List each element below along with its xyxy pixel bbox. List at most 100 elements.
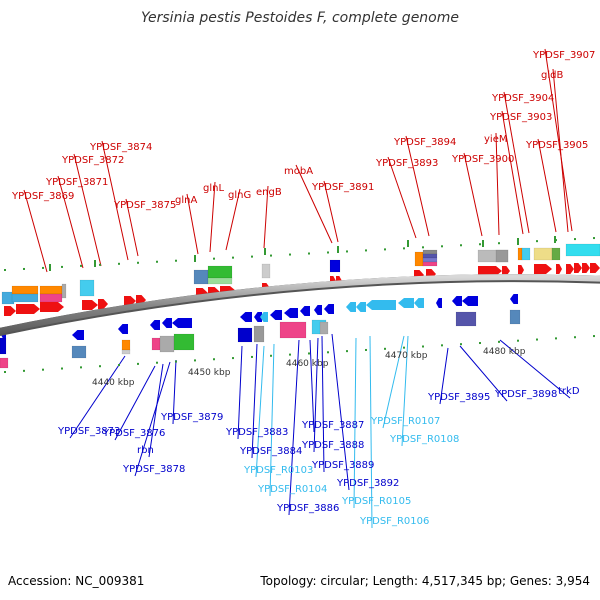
gene-box xyxy=(0,337,7,355)
reverse-gene-label[interactable]: YPDSF_3883 xyxy=(225,427,288,438)
reverse-gene-arrow xyxy=(462,296,478,306)
gene-box xyxy=(422,253,438,259)
reverse-gene-arrow xyxy=(270,310,282,320)
leader-line xyxy=(148,363,164,458)
rna-gene-label[interactable]: YPDSF_R0107 xyxy=(370,416,440,427)
rna-gene-label[interactable]: YPDSF_R0108 xyxy=(389,434,459,445)
reverse-gene-label[interactable]: YPDSF_3898 xyxy=(494,389,557,400)
reverse-gene-label[interactable]: YPDSF_3873 xyxy=(57,426,120,437)
leader-line xyxy=(172,359,177,425)
inner-tick-dot xyxy=(403,346,405,349)
leader-line xyxy=(57,175,84,269)
reverse-gene-arrow xyxy=(346,302,356,312)
forward-gene-label[interactable]: glnL xyxy=(203,183,224,194)
forward-gene-arrow xyxy=(82,300,98,310)
forward-gene-label[interactable]: YPDSF_3905 xyxy=(525,140,588,151)
major-tick xyxy=(94,260,96,267)
outer-tick-dot xyxy=(574,238,576,241)
outer-tick-dot xyxy=(42,266,44,269)
reverse-gene-arrow xyxy=(436,298,442,308)
reverse-gene-label[interactable]: YPDSF_3889 xyxy=(311,460,374,471)
forward-gene-label[interactable]: YPDSF_3869 xyxy=(11,191,74,202)
inner-tick-dot xyxy=(118,364,120,367)
forward-gene-label[interactable]: YPDSF_3871 xyxy=(45,177,108,188)
outer-tick-dot xyxy=(270,254,272,257)
inner-tick-dot xyxy=(137,362,139,365)
forward-gene-arrow xyxy=(16,304,40,314)
forward-gene-label[interactable]: YPDSF_3872 xyxy=(61,155,124,166)
gene-box xyxy=(565,243,600,257)
rna-gene-label[interactable]: YPDSF_R0104 xyxy=(257,484,327,495)
forward-gene-label[interactable]: YPDSF_3875 xyxy=(113,200,176,211)
outer-tick-dot xyxy=(460,244,462,247)
forward-gene-label[interactable]: mobA xyxy=(284,166,313,177)
forward-gene-label[interactable]: glnA xyxy=(175,195,197,206)
gene-box xyxy=(0,357,9,369)
forward-gene-arrow xyxy=(502,266,510,276)
forward-gene-label[interactable]: glnG xyxy=(228,190,251,201)
inner-tick-dot xyxy=(346,350,348,353)
forward-gene-arrow xyxy=(478,266,502,276)
reverse-gene-label[interactable]: YPDSF_3895 xyxy=(427,392,490,403)
inner-tick-dot xyxy=(517,339,519,342)
forward-gene-label[interactable]: YPDSF_3907 xyxy=(532,50,595,61)
genome-backbone xyxy=(0,274,600,337)
gene-box xyxy=(207,277,233,285)
forward-gene-label[interactable]: YPDSF_3874 xyxy=(89,142,152,153)
reverse-gene-label[interactable]: YPDSF_3886 xyxy=(276,503,339,514)
forward-gene-label[interactable]: YPDSF_3893 xyxy=(375,158,438,169)
gene-box xyxy=(39,293,63,303)
rna-gene-label[interactable]: YPDSF_R0105 xyxy=(341,496,411,507)
leader-line xyxy=(269,343,275,497)
reverse-gene-arrow xyxy=(284,308,298,318)
outer-tick-dot xyxy=(346,250,348,253)
reverse-gene-label[interactable]: YPDSF_3887 xyxy=(301,420,364,431)
forward-gene-label[interactable]: YPDSF_3894 xyxy=(393,137,456,148)
reverse-gene-label[interactable]: YPDSF_3878 xyxy=(122,464,185,475)
forward-gene-label[interactable]: engB xyxy=(256,187,282,198)
reverse-gene-label[interactable]: YPDSF_3876 xyxy=(102,428,165,439)
reverse-gene-arrow xyxy=(254,312,262,322)
leader-line xyxy=(295,164,333,244)
gene-box xyxy=(521,247,531,261)
outer-tick-dot xyxy=(4,269,6,271)
forward-gene-label[interactable]: yieM xyxy=(484,134,507,145)
leader-line xyxy=(101,140,129,261)
reverse-gene-label[interactable]: YPDSF_3884 xyxy=(239,446,302,457)
gene-box xyxy=(517,247,523,261)
inner-tick-dot xyxy=(574,336,576,339)
forward-gene-label[interactable]: YPDSF_3900 xyxy=(451,154,514,165)
gene-box xyxy=(414,251,424,267)
outer-tick-dot xyxy=(498,242,500,245)
inner-tick-dot xyxy=(23,369,25,372)
outer-tick-dot xyxy=(156,260,158,263)
major-tick xyxy=(49,264,51,271)
inner-tick-dot xyxy=(42,368,44,371)
leader-line xyxy=(309,339,315,433)
forward-gene-label[interactable]: YPDSF_3903 xyxy=(489,112,552,123)
forward-gene-arrow xyxy=(124,296,136,306)
gene-box xyxy=(455,311,477,327)
leader-line xyxy=(73,153,102,267)
outer-tick-dot xyxy=(479,243,481,246)
reverse-gene-label[interactable]: trkD xyxy=(558,386,580,397)
rna-gene-label[interactable]: YPDSF_R0106 xyxy=(359,516,429,527)
gene-box xyxy=(79,279,95,297)
reverse-gene-arrow xyxy=(172,318,192,328)
backbone-arc xyxy=(0,274,600,334)
reverse-gene-label[interactable]: rbn xyxy=(137,445,154,456)
forward-gene-label[interactable]: gidB xyxy=(541,70,563,81)
leader-line xyxy=(439,347,449,405)
leader-line xyxy=(495,132,500,236)
forward-gene-label[interactable]: YPDSF_3904 xyxy=(491,93,554,104)
reverse-gene-label[interactable]: YPDSF_3888 xyxy=(301,440,364,451)
forward-gene-label[interactable]: YPDSF_3891 xyxy=(311,182,374,193)
reverse-gene-label[interactable]: YPDSF_3879 xyxy=(160,412,223,423)
outer-tick-dot xyxy=(213,257,215,260)
major-tick xyxy=(517,238,519,245)
gene-box xyxy=(319,321,329,335)
rna-gene-label[interactable]: YPDSF_R0103 xyxy=(243,465,313,476)
reverse-gene-label[interactable]: YPDSF_3892 xyxy=(336,478,399,489)
inner-tick-dot xyxy=(422,345,424,348)
